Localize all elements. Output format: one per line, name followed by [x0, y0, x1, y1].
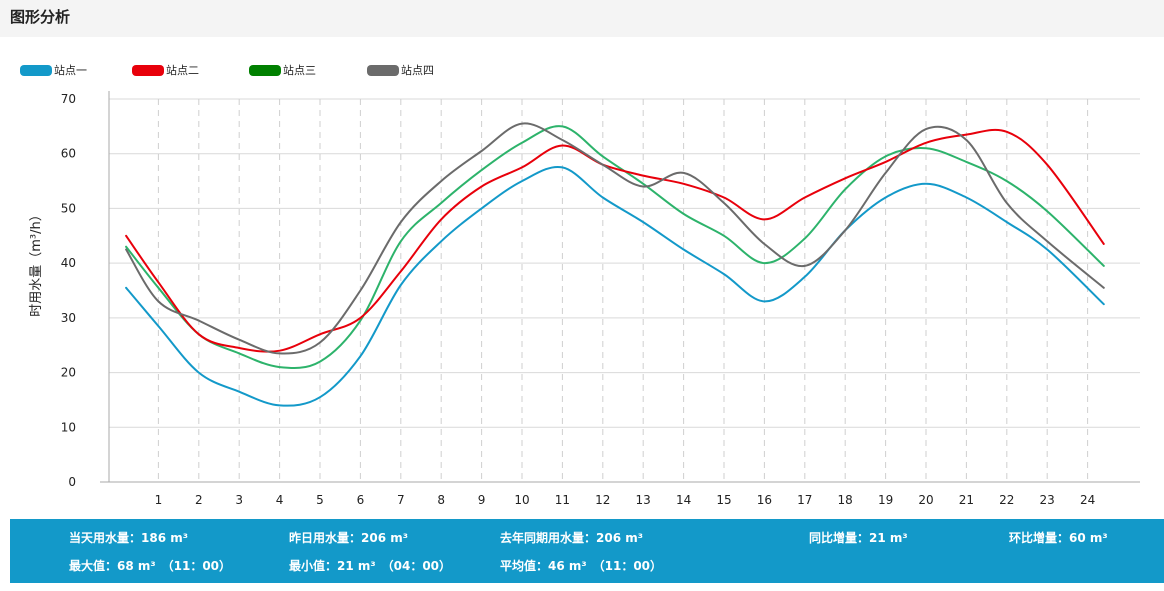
- x-tick-label: 5: [316, 493, 324, 504]
- stat-avg: 平均值：46 m³ （11：00）: [500, 559, 663, 573]
- x-tick-label: 6: [357, 493, 365, 504]
- x-tick-label: 23: [1040, 493, 1055, 504]
- x-tick-label: 16: [757, 493, 772, 504]
- x-tick-label: 3: [235, 493, 243, 504]
- stats-panel: 当天用水量：186 m³ 昨日用水量：206 m³ 去年同期用水量：206 m³…: [10, 519, 1164, 583]
- x-tick-label: 9: [478, 493, 486, 504]
- x-tick-label: 2: [195, 493, 203, 504]
- series-line-1: [125, 165, 1105, 407]
- legend-swatch-series4: [367, 64, 399, 76]
- stat-yoy-increase: 同比增量：21 m³: [809, 531, 908, 545]
- stat-mom-increase: 环比增量：60 m³: [1009, 531, 1108, 545]
- stat-today-usage: 当天用水量：186 m³: [69, 531, 188, 545]
- legend-label-series2: 站点二: [166, 64, 199, 77]
- x-tick-label: 7: [397, 493, 405, 504]
- legend-swatch-series1: [20, 64, 52, 76]
- x-tick-label: 17: [797, 493, 812, 504]
- x-tick-label: 4: [276, 493, 284, 504]
- y-tick-label: 50: [61, 201, 76, 215]
- x-tick-label: 12: [595, 493, 610, 504]
- legend-item-series4[interactable]: 站点四: [367, 60, 434, 80]
- x-tick-label: 15: [716, 493, 731, 504]
- y-tick-label: 0: [68, 475, 76, 489]
- line-chart: 0 10 20 30 40 50 60 70 1 2 3 4 5 6 7 8 9 10 11 12 13 14 15 16 17…: [0, 84, 1164, 508]
- y-tick-label: 20: [61, 366, 76, 380]
- y-tick-label: 30: [61, 311, 76, 325]
- series-line-2: [125, 128, 1105, 353]
- legend-label-series4: 站点四: [401, 64, 434, 77]
- series-line-4: [125, 122, 1105, 355]
- x-tick-label: 22: [999, 493, 1014, 504]
- legend-label-series1: 站点一: [54, 64, 87, 77]
- x-tick-label: 11: [555, 493, 570, 504]
- x-tick-label: 10: [514, 493, 529, 504]
- page-title: 图形分析: [10, 8, 71, 26]
- stat-yesterday-usage: 昨日用水量：206 m³: [289, 531, 408, 545]
- x-tick-label: 20: [918, 493, 933, 504]
- x-tick-label: 1: [155, 493, 163, 504]
- x-tick-label: 8: [437, 493, 445, 504]
- y-tick-label: 70: [61, 92, 76, 106]
- legend-item-series2[interactable]: 站点二: [132, 60, 199, 80]
- legend-item-series3[interactable]: 站点三: [249, 60, 316, 80]
- page-header: 图形分析: [0, 0, 1164, 37]
- x-tick-label: 14: [676, 493, 691, 504]
- x-tick-label: 18: [838, 493, 853, 504]
- y-tick-label: 10: [61, 420, 76, 434]
- legend-swatch-series2: [132, 64, 164, 76]
- y-axis-label: 时用水量（m³/h）: [29, 208, 44, 317]
- y-tick-label: 60: [61, 147, 76, 161]
- stat-max: 最大值：68 m³ （11：00）: [69, 559, 232, 573]
- x-tick-label: 19: [878, 493, 893, 504]
- stat-last-year-usage: 去年同期用水量：206 m³: [500, 531, 643, 545]
- y-tick-label: 40: [61, 256, 76, 270]
- x-tick-label: 13: [636, 493, 651, 504]
- series-line-3: [125, 125, 1105, 370]
- legend-item-series1[interactable]: 站点一: [20, 60, 87, 80]
- stat-min: 最小值：21 m³ （04：00）: [289, 559, 452, 573]
- legend-label-series3: 站点三: [283, 64, 316, 77]
- x-tick-label: 24: [1080, 493, 1095, 504]
- legend-swatch-series3: [249, 64, 281, 76]
- chart-legend: 站点一 站点二 站点三 站点四: [0, 60, 1164, 82]
- x-tick-label: 21: [959, 493, 974, 504]
